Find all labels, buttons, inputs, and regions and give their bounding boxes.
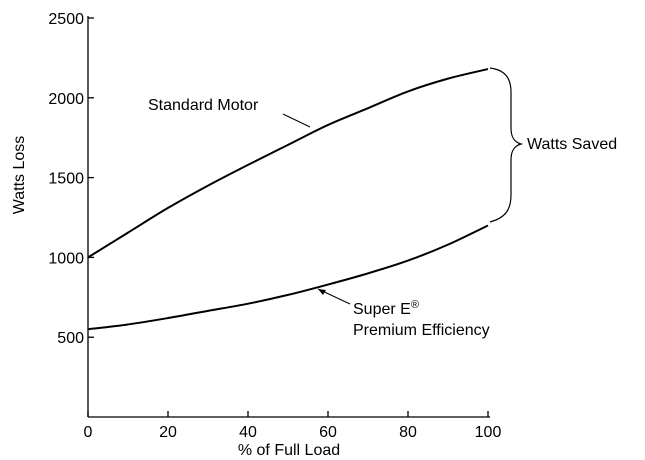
standard-motor-line bbox=[87, 68, 489, 259]
x-tick-label: 80 bbox=[399, 424, 417, 441]
watts-saved-brace bbox=[489, 67, 524, 223]
y-ticks: 500 1000 1500 2000 2500 bbox=[48, 11, 94, 347]
super-e-leader-arrow bbox=[318, 289, 326, 295]
standard-motor-leader bbox=[282, 113, 311, 128]
x-tick-label: 60 bbox=[319, 424, 337, 441]
super-e-line bbox=[87, 224, 489, 331]
axes bbox=[87, 16, 490, 418]
x-tick-label: 20 bbox=[159, 424, 177, 441]
x-axis-title: % of Full Load bbox=[238, 442, 340, 459]
standard-motor-label: Standard Motor bbox=[148, 97, 259, 114]
y-tick-label: 2000 bbox=[48, 91, 84, 108]
watts-saved-label: Watts Saved bbox=[527, 136, 617, 153]
registered-mark: ® bbox=[411, 299, 419, 311]
premium-efficiency-label: Premium Efficiency bbox=[353, 322, 490, 339]
super-e-label-line1: Super E bbox=[353, 301, 411, 318]
x-ticks: 0 20 40 60 80 100 bbox=[84, 411, 502, 441]
x-tick-label: 0 bbox=[84, 424, 93, 441]
y-tick-label: 2500 bbox=[48, 11, 84, 28]
y-tick-label: 1500 bbox=[48, 171, 84, 188]
x-tick-label: 40 bbox=[239, 424, 257, 441]
series-layer bbox=[87, 68, 489, 331]
y-tick-label: 1000 bbox=[48, 250, 84, 267]
y-tick-label: 500 bbox=[57, 330, 84, 347]
x-tick-label: 100 bbox=[475, 424, 502, 441]
super-e-label: Super E® bbox=[353, 299, 419, 318]
y-axis-title: Watts Loss bbox=[11, 136, 28, 215]
